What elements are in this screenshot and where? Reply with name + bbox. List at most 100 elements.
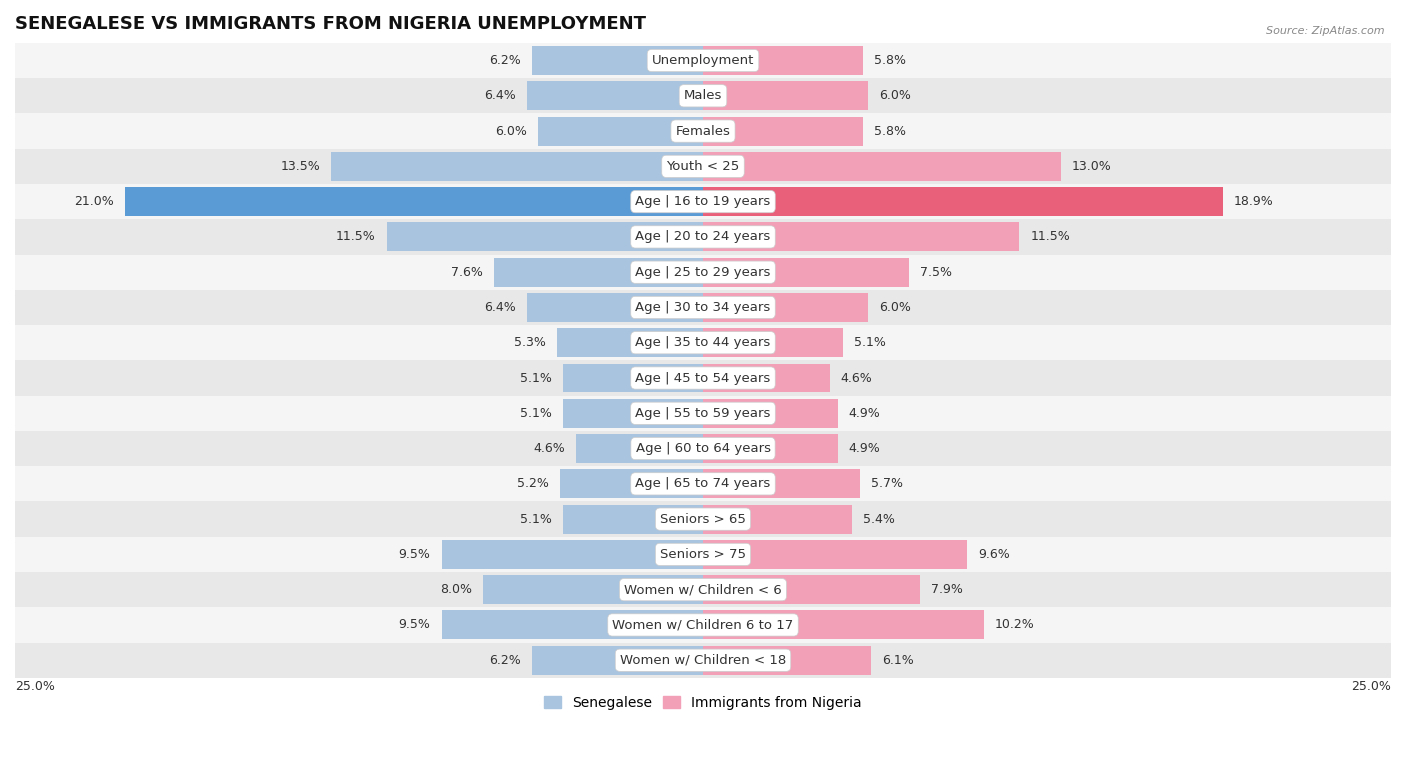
Bar [15,220,1391,254]
Text: Youth < 25: Youth < 25 [666,160,740,173]
Text: Females: Females [675,125,731,138]
Text: Age | 45 to 54 years: Age | 45 to 54 years [636,372,770,385]
Legend: Senegalese, Immigrants from Nigeria: Senegalese, Immigrants from Nigeria [538,690,868,715]
Text: 6.4%: 6.4% [484,89,516,102]
Bar [387,223,703,251]
Bar [703,540,967,569]
Bar [703,610,984,640]
Bar [15,360,1391,396]
Bar [15,43,1391,78]
Text: 5.1%: 5.1% [855,336,886,349]
Bar [527,293,703,322]
Text: Source: ZipAtlas.com: Source: ZipAtlas.com [1267,26,1385,36]
Text: 8.0%: 8.0% [440,583,472,597]
Bar [703,223,1019,251]
Text: 9.6%: 9.6% [979,548,1010,561]
Text: Women w/ Children < 18: Women w/ Children < 18 [620,654,786,667]
Bar [15,254,1391,290]
Bar [441,610,703,640]
Bar [703,152,1060,181]
Bar [441,540,703,569]
Text: 4.6%: 4.6% [841,372,872,385]
Bar [560,469,703,498]
Bar [15,148,1391,184]
Bar [703,363,830,392]
Bar [15,184,1391,220]
Text: 5.2%: 5.2% [517,478,548,491]
Text: 4.9%: 4.9% [849,442,880,455]
Bar [703,469,860,498]
Bar [15,537,1391,572]
Bar [703,257,910,287]
Bar [703,575,921,604]
Bar [15,290,1391,325]
Text: 6.0%: 6.0% [495,125,527,138]
Text: 13.0%: 13.0% [1071,160,1112,173]
Bar [15,431,1391,466]
Bar [482,575,703,604]
Bar [703,646,870,674]
Bar [527,81,703,111]
Text: 10.2%: 10.2% [994,618,1035,631]
Text: Unemployment: Unemployment [652,54,754,67]
Bar [703,46,863,75]
Text: 11.5%: 11.5% [336,230,375,244]
Text: Males: Males [683,89,723,102]
Bar [562,399,703,428]
Text: 7.9%: 7.9% [931,583,963,597]
Bar [703,505,852,534]
Text: 7.5%: 7.5% [921,266,952,279]
Bar [15,501,1391,537]
Text: 5.1%: 5.1% [520,512,551,525]
Text: Women w/ Children 6 to 17: Women w/ Children 6 to 17 [613,618,793,631]
Bar [15,78,1391,114]
Bar [703,293,868,322]
Bar [533,646,703,674]
Bar [15,466,1391,501]
Bar [703,117,863,145]
Text: 5.8%: 5.8% [873,54,905,67]
Bar [562,363,703,392]
Text: 5.4%: 5.4% [863,512,894,525]
Bar [125,187,703,216]
Text: 5.1%: 5.1% [520,407,551,420]
Text: 6.0%: 6.0% [879,89,911,102]
Text: 6.2%: 6.2% [489,654,522,667]
Text: 6.1%: 6.1% [882,654,914,667]
Bar [15,643,1391,678]
Text: Age | 16 to 19 years: Age | 16 to 19 years [636,195,770,208]
Text: Age | 30 to 34 years: Age | 30 to 34 years [636,301,770,314]
Text: SENEGALESE VS IMMIGRANTS FROM NIGERIA UNEMPLOYMENT: SENEGALESE VS IMMIGRANTS FROM NIGERIA UN… [15,15,645,33]
Text: 6.0%: 6.0% [879,301,911,314]
Text: Age | 65 to 74 years: Age | 65 to 74 years [636,478,770,491]
Text: 6.2%: 6.2% [489,54,522,67]
Bar [15,396,1391,431]
Text: Seniors > 65: Seniors > 65 [659,512,747,525]
Text: 4.9%: 4.9% [849,407,880,420]
Text: 5.8%: 5.8% [873,125,905,138]
Text: Age | 35 to 44 years: Age | 35 to 44 years [636,336,770,349]
Bar [557,329,703,357]
Text: 13.5%: 13.5% [281,160,321,173]
Bar [538,117,703,145]
Bar [703,187,1223,216]
Bar [703,81,868,111]
Text: 25.0%: 25.0% [15,680,55,693]
Text: 9.5%: 9.5% [399,548,430,561]
Text: Seniors > 75: Seniors > 75 [659,548,747,561]
Text: 21.0%: 21.0% [75,195,114,208]
Text: Women w/ Children < 6: Women w/ Children < 6 [624,583,782,597]
Bar [703,329,844,357]
Bar [15,325,1391,360]
Text: 11.5%: 11.5% [1031,230,1070,244]
Text: 5.1%: 5.1% [520,372,551,385]
Bar [15,114,1391,148]
Text: 9.5%: 9.5% [399,618,430,631]
Bar [15,572,1391,607]
Text: 25.0%: 25.0% [1351,680,1391,693]
Bar [332,152,703,181]
Text: 5.3%: 5.3% [515,336,546,349]
Text: Age | 25 to 29 years: Age | 25 to 29 years [636,266,770,279]
Text: 4.6%: 4.6% [534,442,565,455]
Text: Age | 60 to 64 years: Age | 60 to 64 years [636,442,770,455]
